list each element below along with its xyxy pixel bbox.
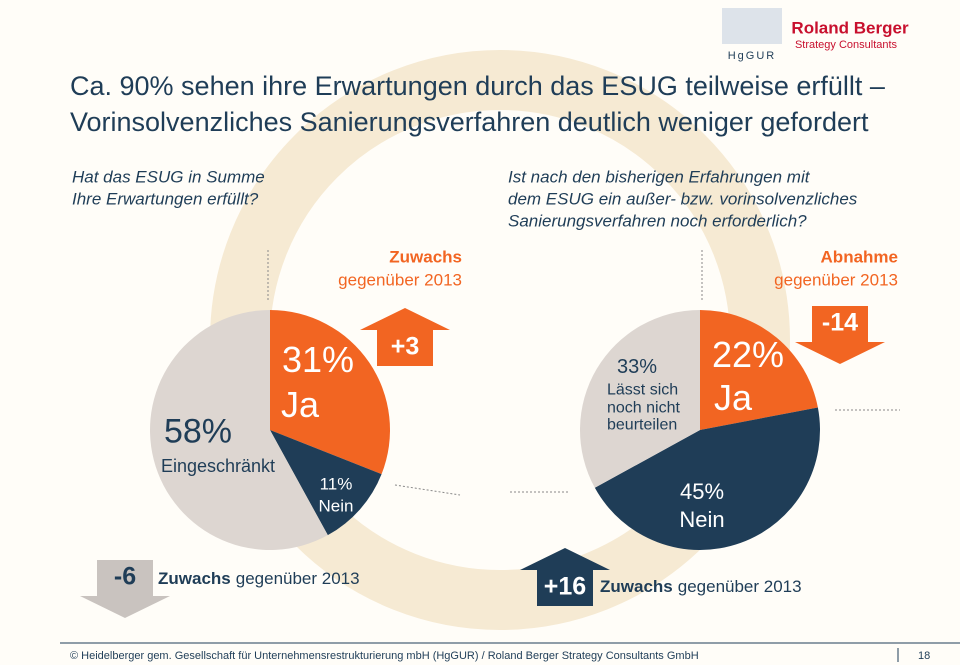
value-label: 45%	[679, 478, 725, 504]
category-label: Nein	[318, 496, 354, 516]
logo-text: Strategy Consultants	[795, 39, 898, 51]
value-label: 31%	[281, 339, 355, 381]
change-text: gegenüber 2013	[338, 270, 462, 289]
change-text: Zuwachs gegenüber 2013	[600, 577, 802, 596]
change-label: +3	[391, 333, 420, 361]
pie-slice	[594, 407, 820, 550]
change-label: +16	[544, 573, 586, 601]
change-text: Abnahme	[821, 247, 898, 266]
footer-text: © Heidelberger gem. Gesellschaft für Unt…	[70, 650, 699, 662]
change-arrow	[795, 306, 885, 364]
question: Ist nach den bisherigen Erfahrungen mit	[508, 167, 811, 186]
pie-slice	[700, 310, 818, 430]
change-text-rest: gegenüber 2013	[678, 577, 802, 596]
change-label: -14	[822, 309, 858, 337]
logo-text: Roland Berger	[791, 18, 909, 37]
pie-slice	[270, 310, 391, 475]
change-text: gegenüber 2013	[774, 270, 898, 289]
change-text: Zuwachs gegenüber 2013	[158, 569, 360, 588]
category-label: Ja	[280, 384, 320, 426]
change-text-bold: Zuwachs	[600, 577, 673, 596]
change-text-rest: gegenüber 2013	[236, 569, 360, 588]
guide-line	[394, 484, 461, 496]
pie-slice	[150, 310, 328, 550]
category-label: Eingeschränkt	[160, 456, 276, 477]
question: Sanierungsverfahren noch erforderlich?	[508, 211, 807, 230]
change-text-bold: Zuwachs	[158, 569, 231, 588]
value-label: 22%	[711, 334, 785, 376]
title-line: Vorinsolvenzliches Sanierungsverfahren d…	[70, 107, 869, 137]
change-label: -6	[114, 563, 136, 591]
value-label: 33%	[616, 356, 658, 378]
value-label: 58%	[163, 412, 233, 451]
logo-image	[722, 8, 782, 44]
pie-slice	[580, 310, 700, 488]
pie-slice	[270, 430, 382, 536]
change-text: Zuwachs	[389, 247, 462, 266]
page-number: 18	[918, 650, 930, 662]
category-label: Nein	[679, 506, 725, 532]
logo-text: HgGUR	[728, 50, 777, 62]
value-label: 11%	[319, 474, 353, 494]
category-label: Ja	[713, 377, 753, 419]
category-label: Lässt sich noch nicht beurteilen	[607, 381, 680, 434]
question: Ihre Erwartungen erfüllt?	[72, 189, 259, 208]
title-line: Ca. 90% sehen ihre Erwartungen durch das…	[70, 71, 885, 101]
question: dem ESUG ein außer- bzw. vorinsolvenzlic…	[508, 189, 858, 208]
change-arrow	[520, 548, 610, 606]
change-arrow	[80, 560, 170, 618]
change-arrow	[360, 308, 450, 366]
question: Hat das ESUG in Summe	[72, 167, 265, 186]
